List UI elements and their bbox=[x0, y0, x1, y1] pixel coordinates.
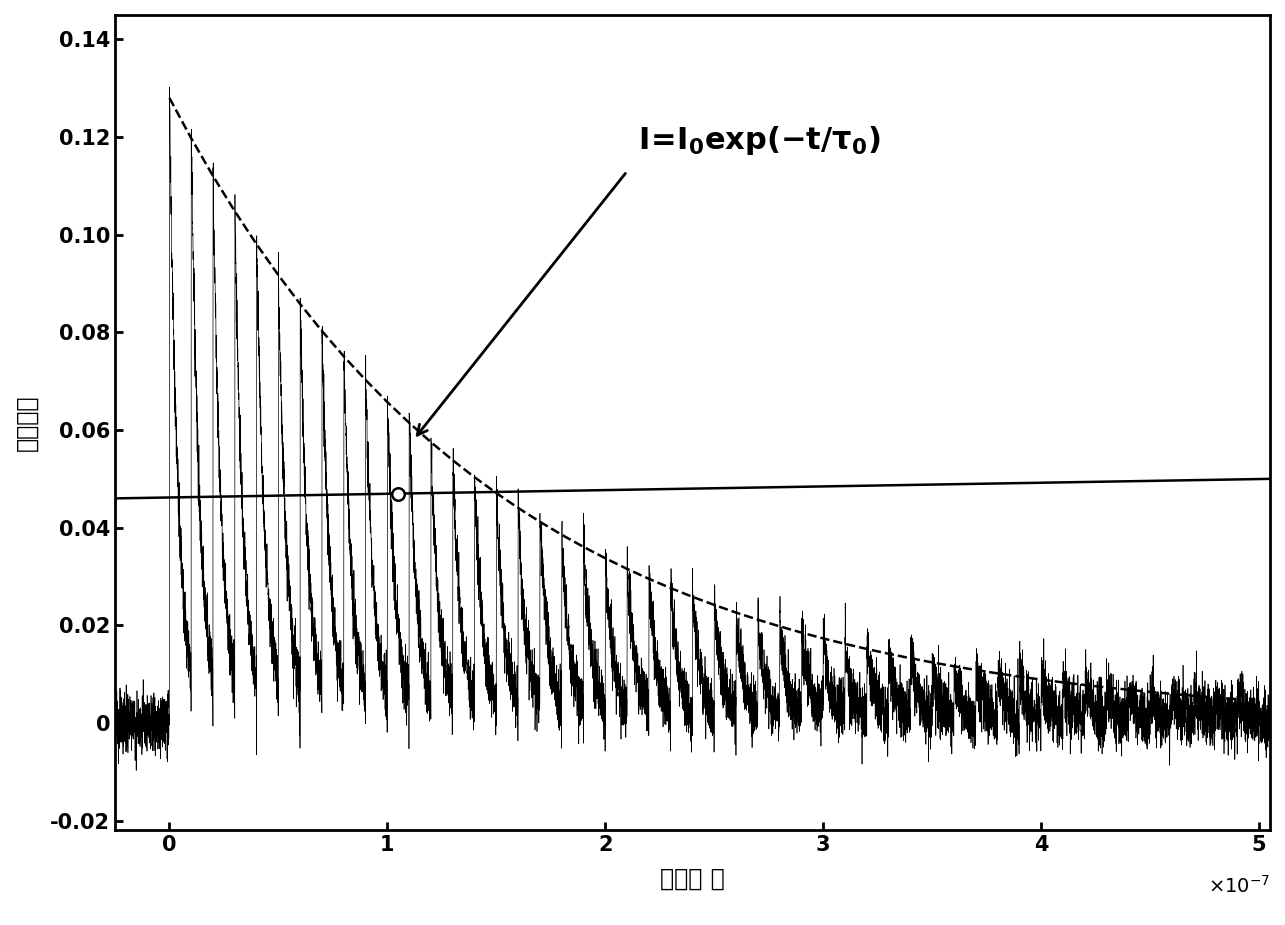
Y-axis label: 相对强度: 相对强度 bbox=[15, 394, 39, 451]
Text: $\mathbf{I\!=\!I_0 exp(-t/\tau_0)}$: $\mathbf{I\!=\!I_0 exp(-t/\tau_0)}$ bbox=[639, 124, 880, 156]
Text: $\times 10^{-7}$: $\times 10^{-7}$ bbox=[1208, 875, 1270, 897]
X-axis label: 时间： 秒: 时间： 秒 bbox=[660, 867, 725, 891]
